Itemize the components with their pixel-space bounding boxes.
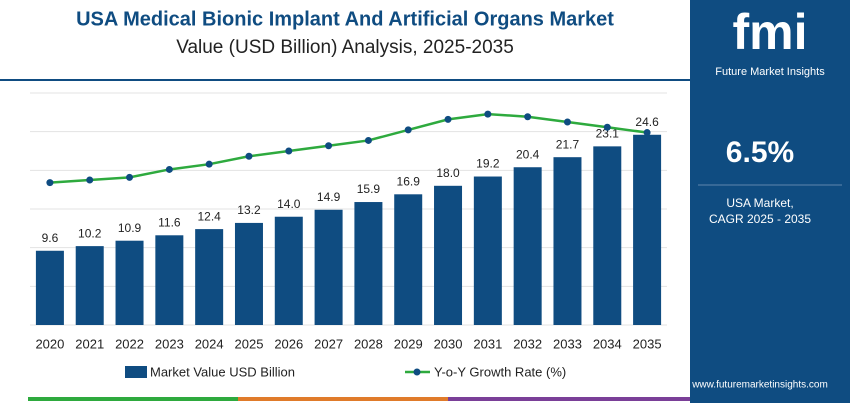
legend-label: Market Value USD Billion: [150, 364, 295, 379]
x-tick-label: 2021: [75, 336, 104, 351]
growth-point: [444, 115, 452, 123]
cagr-label: USA Market,: [726, 196, 793, 210]
x-tick-label: 2033: [553, 336, 582, 351]
growth-point: [603, 123, 611, 131]
bar: [314, 209, 343, 325]
cagr-value: 6.5%: [726, 136, 794, 169]
url: www.futuremarketinsights.com: [691, 380, 828, 391]
value-label: 14.0: [277, 197, 301, 211]
x-tick-label: 2032: [513, 336, 542, 351]
bar: [633, 134, 662, 325]
growth-point: [126, 173, 134, 181]
bar: [434, 185, 463, 325]
value-label: 15.9: [357, 182, 381, 196]
bar: [513, 167, 542, 325]
value-label: 11.6: [158, 215, 181, 229]
growth-point: [165, 165, 173, 173]
chart-title: USA Medical Bionic Implant And Artificia…: [76, 8, 614, 30]
bar: [274, 216, 303, 325]
value-label: 12.4: [197, 209, 221, 223]
x-tick-label: 2024: [195, 336, 224, 351]
logo: fmi: [733, 4, 808, 60]
side-panel: [690, 0, 850, 403]
value-label: 9.6: [42, 231, 59, 245]
growth-line: [49, 112, 648, 184]
growth-point: [245, 152, 253, 160]
growth-point: [484, 110, 492, 118]
value-label: 13.2: [237, 203, 261, 217]
growth-point: [563, 118, 571, 126]
growth-point: [404, 126, 412, 134]
bar: [354, 202, 383, 325]
bar: [75, 246, 104, 325]
x-tick-label: 2031: [473, 336, 502, 351]
growth-point: [285, 147, 293, 155]
growth-point: [325, 142, 333, 150]
chart-subtitle: Value (USD Billion) Analysis, 2025-2035: [176, 37, 514, 58]
x-tick-label: 2030: [434, 336, 463, 351]
value-label: 16.9: [397, 174, 421, 188]
growth-point: [524, 113, 532, 121]
bar: [155, 235, 184, 325]
legend-label: Y-o-Y Growth Rate (%): [434, 364, 566, 379]
value-label: 21.7: [556, 137, 580, 151]
x-tick-label: 2022: [115, 336, 144, 351]
cagr-label: CAGR 2025 - 2035: [709, 212, 811, 226]
value-label: 20.4: [516, 147, 540, 161]
x-tick-label: 2027: [314, 336, 343, 351]
x-tick-label: 2025: [235, 336, 264, 351]
x-tick-label: 2034: [593, 336, 622, 351]
bar: [593, 146, 622, 325]
value-label: 10.9: [118, 221, 142, 235]
bar: [195, 229, 224, 325]
x-tick-label: 2035: [633, 336, 662, 351]
value-label: 14.9: [317, 190, 341, 204]
growth-point: [643, 129, 651, 137]
bar: [553, 157, 582, 325]
strip: [238, 397, 448, 401]
growth-point: [86, 176, 94, 184]
value-label: 18.0: [436, 166, 460, 180]
value-label: 10.2: [78, 226, 102, 240]
strip: [448, 397, 690, 401]
brand: Future Market Insights: [715, 66, 825, 78]
legend-swatch: [125, 366, 147, 378]
growth-point: [364, 136, 372, 144]
value-label: 19.2: [476, 157, 500, 171]
bar: [394, 194, 423, 325]
strip: [28, 397, 238, 401]
x-tick-label: 2026: [274, 336, 303, 351]
legend-swatch: [413, 368, 421, 376]
growth-point: [46, 179, 54, 187]
value-label: 24.6: [635, 115, 659, 129]
growth-point: [205, 160, 213, 168]
bar: [115, 240, 144, 325]
x-tick-label: 2028: [354, 336, 383, 351]
bar: [35, 250, 64, 325]
x-tick-label: 2023: [155, 336, 184, 351]
bar: [234, 222, 263, 325]
x-tick-label: 2020: [35, 336, 64, 351]
bar: [473, 176, 502, 325]
x-tick-label: 2029: [394, 336, 423, 351]
value-label: 23.1: [596, 127, 620, 141]
